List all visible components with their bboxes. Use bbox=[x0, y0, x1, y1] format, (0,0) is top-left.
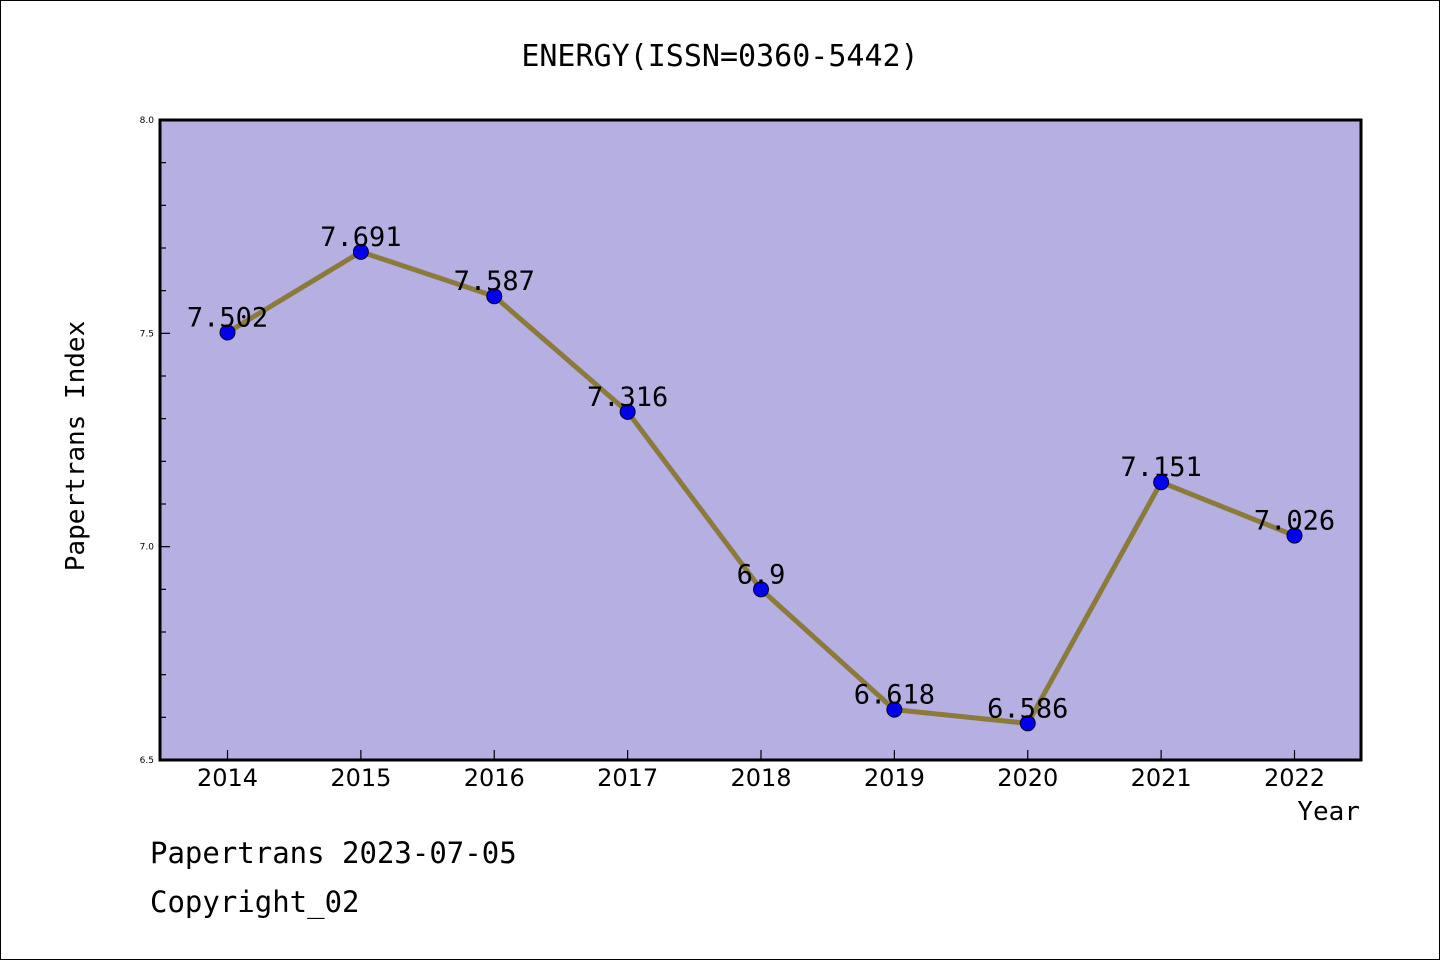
data-label: 7.587 bbox=[454, 266, 535, 297]
x-tick-label: 2018 bbox=[730, 764, 791, 792]
chart-title: ENERGY(ISSN=0360-5442) bbox=[521, 39, 918, 74]
plot-border bbox=[158, 118, 1363, 762]
x-tick-label: 2014 bbox=[197, 764, 258, 792]
y-axis-label: Papertrans Index bbox=[61, 321, 91, 571]
data-point bbox=[219, 324, 236, 341]
x-tick-label: 2016 bbox=[464, 764, 525, 792]
data-point bbox=[619, 403, 636, 420]
data-point bbox=[1286, 527, 1303, 544]
x-tick-label: 2022 bbox=[1264, 764, 1325, 792]
footer-date: Papertrans 2023-07-05 bbox=[150, 836, 517, 870]
data-point bbox=[486, 288, 503, 305]
data-point bbox=[1019, 715, 1036, 732]
data-label: 6.586 bbox=[987, 693, 1068, 724]
y-tick-label: 7.5 bbox=[140, 329, 154, 339]
data-label: 6.9 bbox=[737, 559, 786, 590]
footer-copyright: Copyright_02 bbox=[150, 885, 360, 919]
x-axis-label: Year bbox=[1297, 797, 1360, 827]
x-tick-label: 2019 bbox=[864, 764, 925, 792]
data-label: 7.502 bbox=[187, 302, 268, 333]
data-point bbox=[352, 243, 369, 260]
data-point bbox=[886, 701, 903, 718]
x-tick-label: 2021 bbox=[1131, 764, 1192, 792]
data-label: 7.026 bbox=[1254, 506, 1335, 537]
data-point bbox=[753, 581, 769, 598]
x-tick-label: 2015 bbox=[330, 764, 391, 792]
y-tick-label: 7.0 bbox=[140, 543, 155, 553]
x-tick-label: 2017 bbox=[597, 764, 658, 792]
data-point bbox=[1153, 474, 1170, 491]
x-tick-label: 2020 bbox=[997, 764, 1058, 792]
y-tick-label: 6.5 bbox=[140, 756, 154, 766]
data-label: 7.316 bbox=[587, 382, 668, 413]
plot-area bbox=[160, 120, 1361, 760]
data-label: 7.151 bbox=[1120, 452, 1201, 483]
y-tick-label: 8.0 bbox=[140, 116, 155, 126]
data-label: 7.691 bbox=[320, 222, 401, 253]
data-label: 6.618 bbox=[854, 680, 935, 711]
